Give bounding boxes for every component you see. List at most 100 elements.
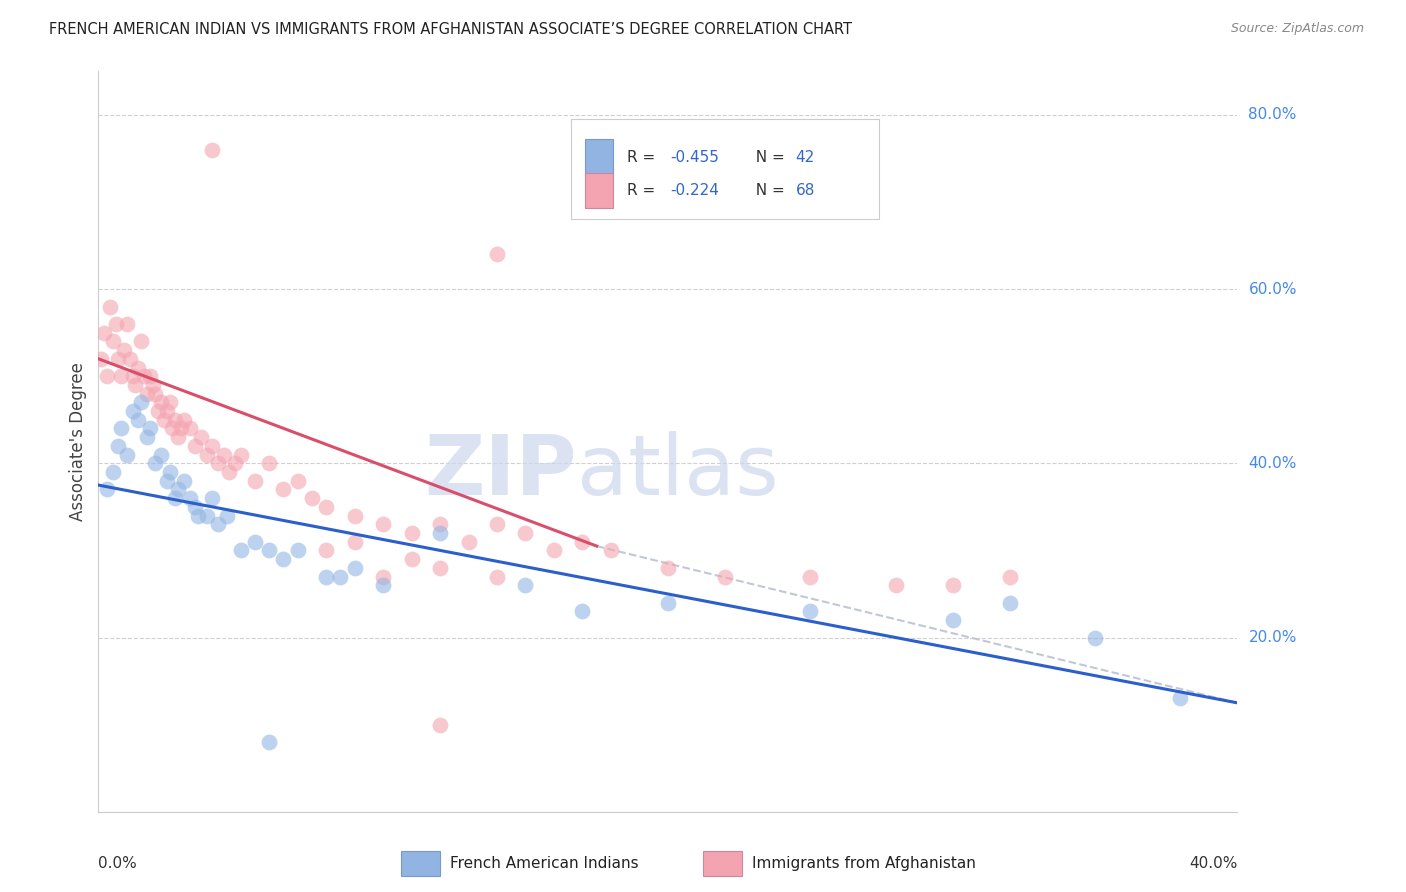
Point [457, 534, 479, 549]
Point [273, 552, 295, 566]
Point [135, 430, 157, 444]
Point [373, 569, 395, 583]
Point [201, 491, 224, 505]
Point [259, 456, 281, 470]
Point [98, 300, 121, 314]
Point [179, 421, 201, 435]
Point [543, 543, 565, 558]
Text: 40.0%: 40.0% [1189, 856, 1237, 871]
Text: Source: ZipAtlas.com: Source: ZipAtlas.com [1230, 22, 1364, 36]
Point [132, 369, 155, 384]
Point [315, 543, 337, 558]
Point [148, 404, 170, 418]
Point [107, 351, 129, 366]
Point [207, 456, 229, 470]
Point [138, 421, 160, 435]
Point [401, 526, 423, 541]
Point [515, 526, 537, 541]
Point [184, 500, 207, 514]
Point [259, 543, 281, 558]
Text: -0.224: -0.224 [671, 183, 718, 198]
Point [343, 561, 366, 575]
Text: -0.455: -0.455 [671, 150, 718, 165]
Text: ZIP: ZIP [425, 431, 576, 512]
Text: atlas: atlas [576, 431, 779, 512]
Point [799, 604, 821, 618]
Point [156, 474, 179, 488]
Point [150, 395, 173, 409]
Point [110, 369, 132, 384]
Point [201, 439, 224, 453]
Text: 80.0%: 80.0% [1249, 107, 1296, 122]
Point [273, 483, 295, 497]
Point [243, 474, 266, 488]
Text: N =: N = [747, 183, 790, 198]
Point [329, 569, 352, 583]
Point [486, 569, 509, 583]
Point [96, 483, 118, 497]
Point [184, 439, 207, 453]
Point [515, 578, 537, 592]
Text: 40.0%: 40.0% [1249, 456, 1296, 471]
Point [315, 500, 337, 514]
Point [167, 430, 190, 444]
Point [657, 596, 679, 610]
Point [124, 378, 146, 392]
Point [93, 326, 115, 340]
Point [107, 439, 129, 453]
Point [486, 247, 509, 261]
FancyBboxPatch shape [571, 120, 879, 219]
Text: R =: R = [627, 183, 659, 198]
Point [1170, 691, 1192, 706]
Point [115, 448, 138, 462]
Y-axis label: Associate's Degree: Associate's Degree [69, 362, 87, 521]
Point [129, 395, 152, 409]
Point [343, 508, 366, 523]
Point [121, 404, 143, 418]
Point [179, 491, 201, 505]
Point [799, 569, 821, 583]
Point [229, 448, 252, 462]
Point [998, 569, 1021, 583]
Point [429, 526, 451, 541]
Point [159, 395, 181, 409]
Point [159, 465, 181, 479]
Point [141, 378, 163, 392]
Point [571, 534, 593, 549]
Point [207, 517, 229, 532]
Point [118, 351, 141, 366]
Point [165, 491, 187, 505]
Point [127, 360, 149, 375]
Point [195, 508, 218, 523]
Point [162, 421, 184, 435]
Point [104, 317, 127, 331]
Bar [585, 173, 613, 209]
Point [153, 413, 176, 427]
Point [170, 421, 193, 435]
Point [287, 543, 309, 558]
Point [115, 317, 138, 331]
Point [259, 735, 281, 749]
Point [110, 421, 132, 435]
Point [218, 465, 240, 479]
Point [884, 578, 907, 592]
Point [343, 534, 366, 549]
Point [156, 404, 179, 418]
Point [101, 334, 124, 349]
Point [150, 448, 173, 462]
Point [229, 543, 252, 558]
Point [571, 604, 593, 618]
Point [600, 543, 623, 558]
Point [429, 561, 451, 575]
Point [373, 517, 395, 532]
Point [243, 534, 266, 549]
Point [224, 456, 246, 470]
Point [145, 386, 167, 401]
Point [90, 351, 112, 366]
Point [714, 569, 737, 583]
Point [429, 517, 451, 532]
Point [127, 413, 149, 427]
Text: FRENCH AMERICAN INDIAN VS IMMIGRANTS FROM AFGHANISTAN ASSOCIATE’S DEGREE CORRELA: FRENCH AMERICAN INDIAN VS IMMIGRANTS FRO… [49, 22, 852, 37]
Text: French American Indians: French American Indians [450, 856, 638, 871]
Point [315, 569, 337, 583]
